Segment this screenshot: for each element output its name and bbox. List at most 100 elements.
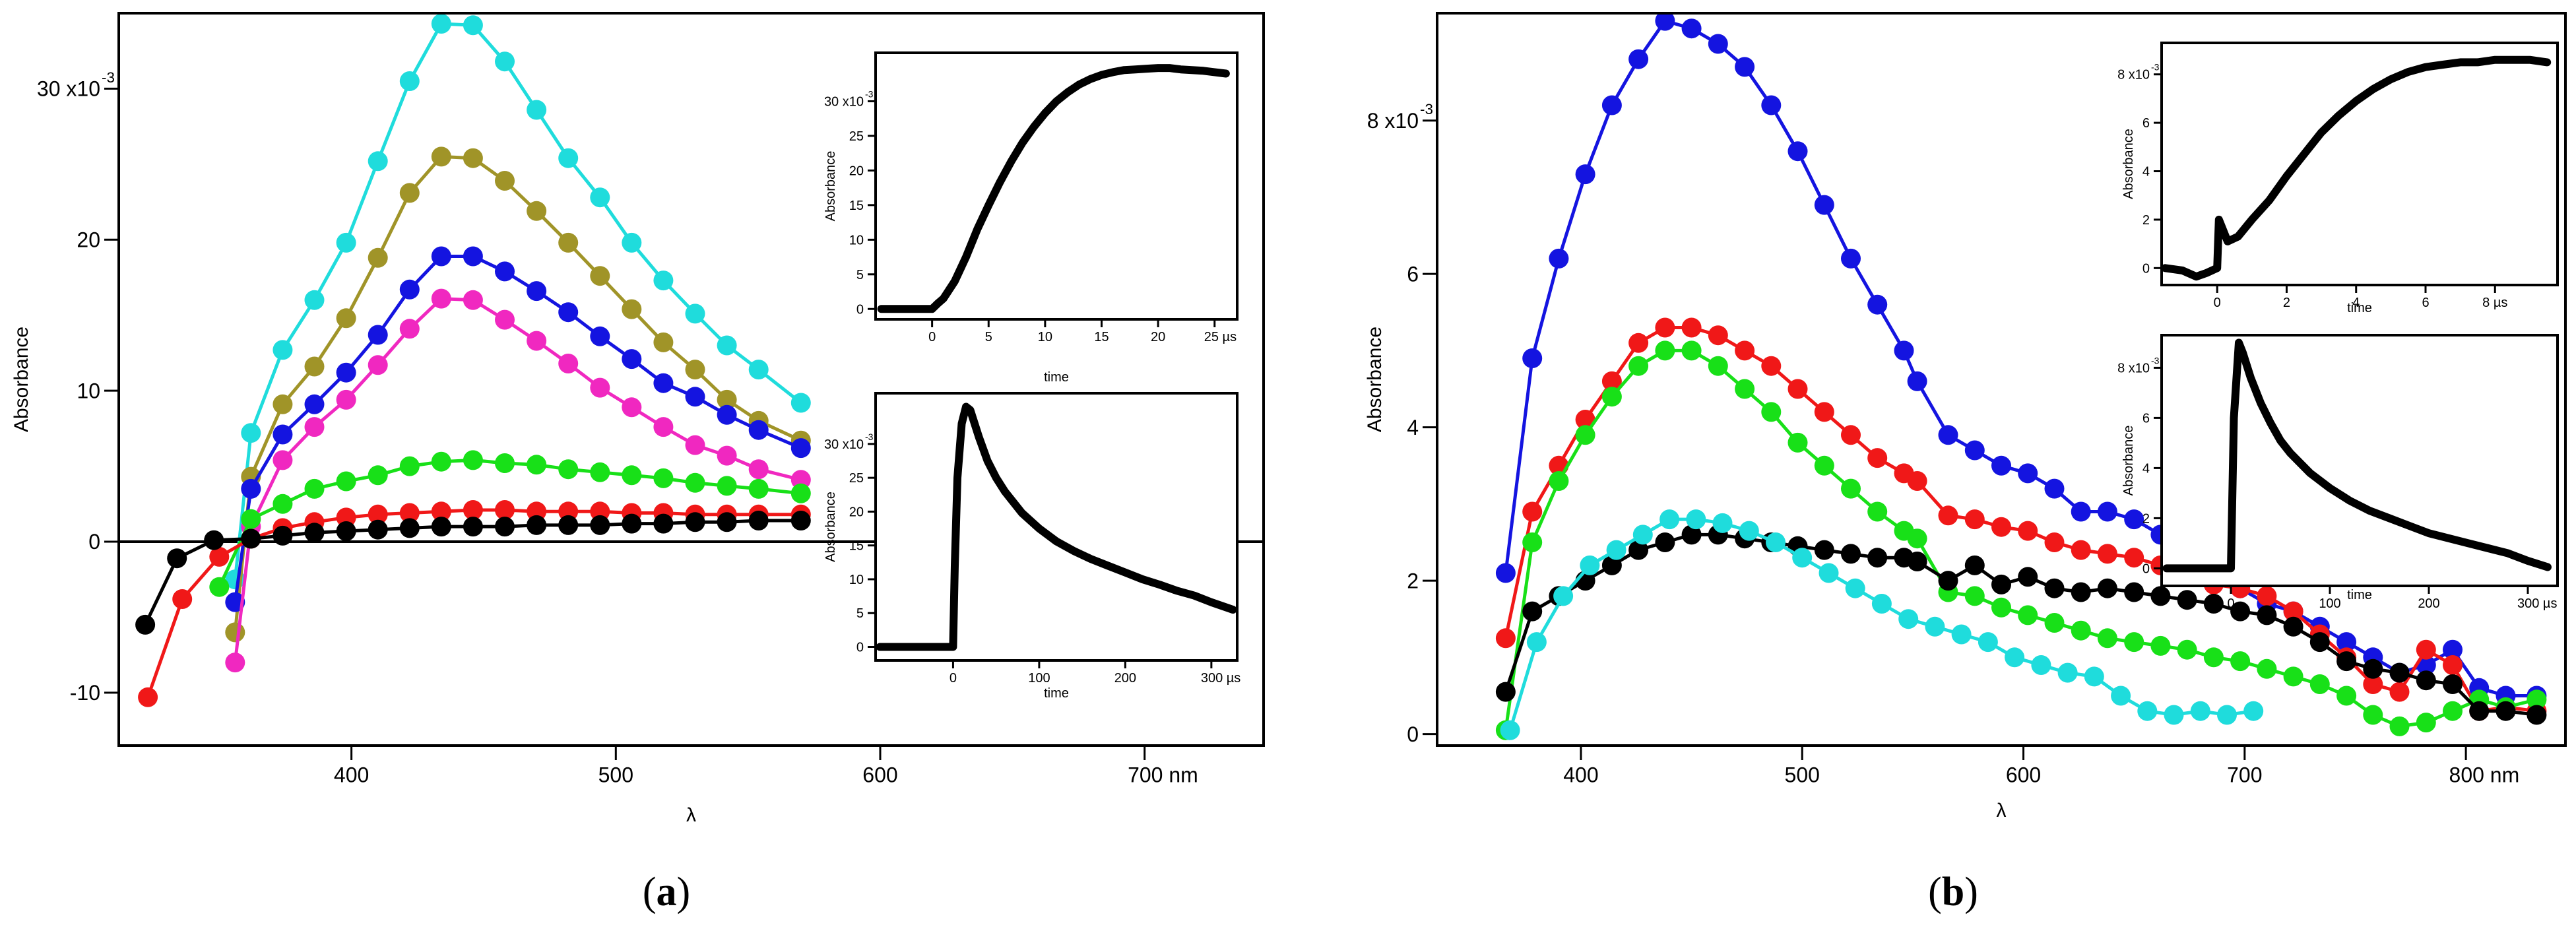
- data-point-cyan: [1792, 548, 1813, 568]
- data-point-olive: [653, 332, 674, 352]
- y-tick-label: 6: [2142, 116, 2150, 131]
- data-point-green: [1735, 379, 1755, 399]
- plot-frame-a-inset-bottom: [874, 392, 1239, 662]
- data-point-black: [463, 517, 483, 537]
- data-point-cyan: [1845, 578, 1865, 598]
- data-point-blue: [1907, 371, 1927, 391]
- data-point-cyan: [1951, 624, 1972, 645]
- x-tick-label: 25 µs: [1204, 330, 1237, 344]
- data-point-black: [2363, 658, 2383, 679]
- data-point-red: [1681, 317, 1702, 338]
- data-point-cyan: [2084, 666, 2104, 687]
- series-line-red: [1504, 326, 2538, 713]
- data-point-red: [558, 501, 579, 522]
- data-point-blue: [1681, 18, 1702, 39]
- chart-a-inset-top: 0 5 10 15 20 25 µs 0 5 10 15 20 25 30 x10-3 time Absor…: [823, 51, 1239, 385]
- plot-area-a-inset-bottom: [876, 393, 1237, 660]
- data-point-blue: [1628, 49, 1649, 69]
- x-tick-label: 700: [2227, 763, 2262, 787]
- data-point-green: [336, 471, 356, 492]
- data-point-cyan: [685, 304, 705, 324]
- y-tick-label: 30 x10: [824, 94, 864, 109]
- data-point-green: [1991, 597, 2011, 618]
- data-point-magenta: [225, 653, 245, 673]
- x-tick-label: 700 nm: [1128, 763, 1198, 787]
- data-point-red: [2283, 601, 2303, 622]
- y-tick-label: 4: [1407, 416, 1419, 439]
- data-point-blue: [1601, 95, 1622, 115]
- data-point-blue: [1841, 248, 1861, 269]
- data-point-green: [748, 478, 769, 499]
- x-tick-label: 200: [1114, 671, 1136, 686]
- data-point-red: [1495, 628, 1516, 649]
- data-point-black: [590, 515, 610, 535]
- data-point-green: [2044, 613, 2065, 633]
- data-point-green: [2443, 701, 2463, 721]
- data-point-black: [1495, 682, 1516, 702]
- data-point-green: [399, 456, 420, 476]
- data-point-cyan: [1978, 632, 1998, 653]
- data-point-green: [304, 478, 325, 499]
- data-point-black: [1655, 532, 1675, 552]
- data-point-red: [2389, 682, 2410, 702]
- x-tick-label: 800 nm: [2449, 763, 2520, 787]
- data-point-black: [2496, 701, 2516, 721]
- y-tick-label: 0: [2142, 261, 2150, 276]
- plot-frame-b-inset-top: [2160, 42, 2559, 286]
- data-point-red: [399, 503, 420, 523]
- data-point-cyan: [1739, 521, 1759, 541]
- x-tick-label: 10: [1038, 330, 1052, 344]
- data-point-red: [1655, 317, 1675, 338]
- data-point-blue: [590, 326, 610, 346]
- x-tick-label: 200: [2418, 596, 2439, 611]
- data-point-red: [1708, 325, 1728, 346]
- data-point-blue: [1549, 248, 1569, 269]
- series-line-blue: [1504, 19, 2538, 697]
- data-point-cyan: [399, 71, 420, 91]
- data-point-blue: [2018, 463, 2038, 484]
- data-point-black: [622, 513, 642, 534]
- data-point-black: [748, 511, 769, 530]
- data-point-black: [368, 519, 388, 540]
- data-point-magenta: [748, 459, 769, 480]
- data-point-green: [1575, 425, 1595, 445]
- y-axis-label: Absorbance: [11, 327, 32, 432]
- x-axis-label: λ: [1997, 800, 2007, 821]
- data-point-black: [2071, 582, 2091, 602]
- data-point-cyan: [717, 335, 737, 356]
- data-point-magenta: [304, 417, 325, 437]
- data-point-cyan: [273, 340, 293, 360]
- series-line-black: [1504, 532, 2538, 717]
- data-point-red: [2416, 639, 2436, 660]
- data-point-red: [336, 507, 356, 528]
- data-point-green: [1628, 356, 1649, 376]
- x-tick-label: 20: [1151, 330, 1165, 344]
- data-point-black: [2124, 582, 2144, 602]
- data-point-cyan: [748, 360, 769, 380]
- data-point-green: [2309, 674, 2330, 694]
- data-point-blue: [653, 373, 674, 393]
- x-tick-label: 6: [2422, 296, 2429, 310]
- data-point-blue: [717, 404, 737, 425]
- chart-b-inset-top: 0 2 4 6 8 µs 0 2 4 6 8 x10-3 time Absorbance: [2117, 42, 2559, 315]
- data-point-blue: [399, 279, 420, 300]
- x-tick-label: 100: [1028, 671, 1050, 686]
- data-point-cyan: [1712, 513, 1733, 533]
- data-point-green: [209, 577, 230, 597]
- data-point-black: [2044, 578, 2065, 598]
- y-tick-label: 10: [849, 573, 864, 587]
- data-point-olive: [558, 232, 579, 253]
- data-point-green: [2230, 651, 2251, 672]
- y-axis-label: Absorbance: [823, 151, 838, 222]
- data-point-blue: [431, 246, 451, 267]
- series-line-green: [1504, 348, 2538, 732]
- x-axis-label: λ: [686, 804, 696, 826]
- data-point-cyan: [790, 393, 811, 413]
- data-point-blue: [1708, 34, 1728, 54]
- data-point-blue: [2044, 478, 2065, 499]
- data-point-cyan: [1500, 720, 1520, 740]
- data-point-cyan: [2057, 662, 2078, 683]
- x-tick-label: 300 µs: [1201, 671, 1240, 686]
- y-axis-label: Absorbance: [2121, 426, 2136, 496]
- data-point-cyan: [2243, 701, 2264, 721]
